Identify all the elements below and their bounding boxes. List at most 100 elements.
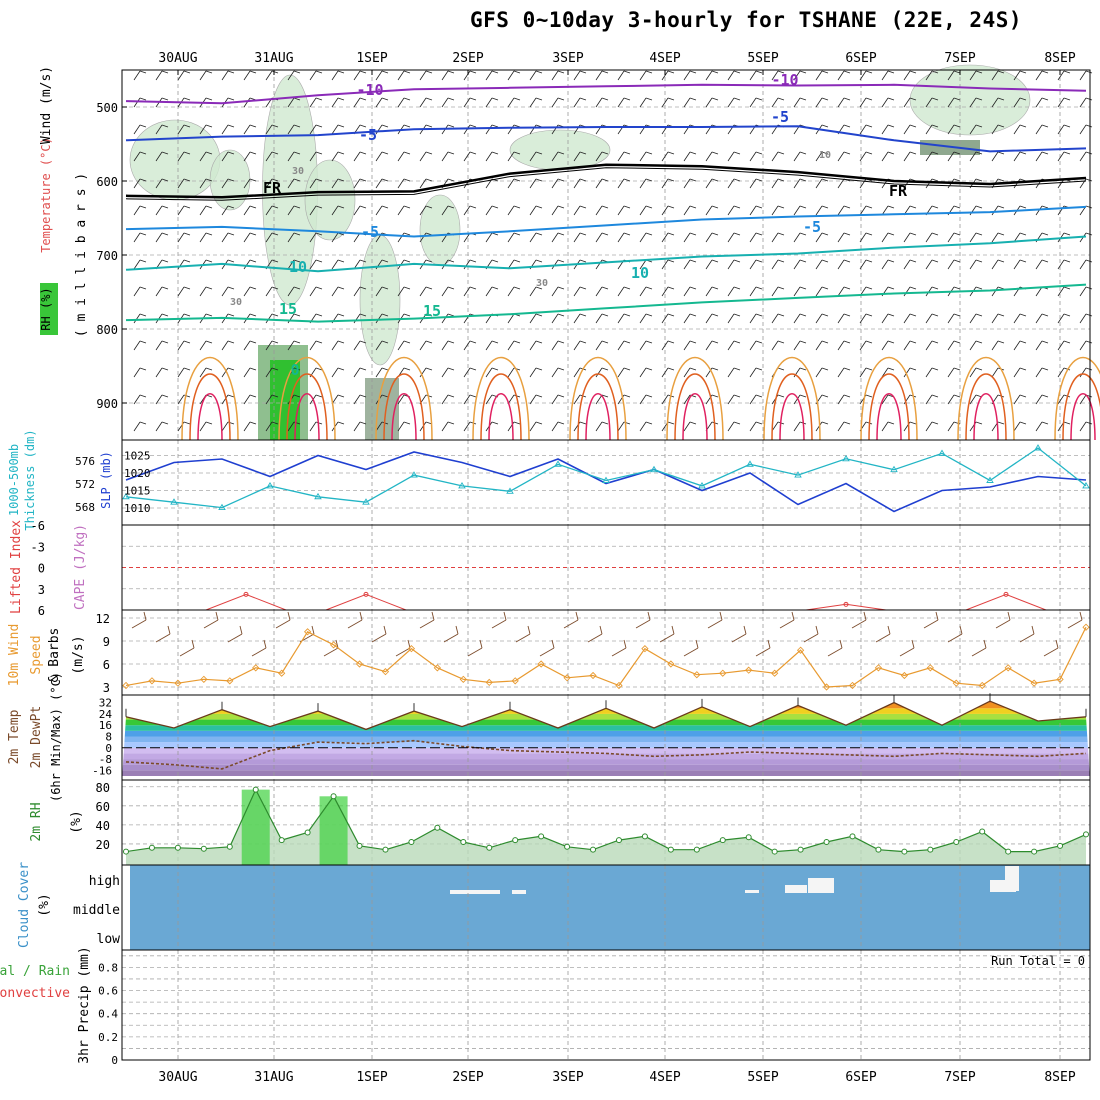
date-tick-top: 2SEP <box>452 51 483 66</box>
wind-barb <box>403 232 411 236</box>
wind-barb <box>887 286 895 290</box>
wind-barb <box>689 340 697 344</box>
wind-barb <box>397 151 405 162</box>
wind-barb <box>991 205 999 216</box>
wind-barb <box>815 97 823 108</box>
rh-marker <box>849 833 856 840</box>
wind-barb <box>661 232 669 243</box>
wind-barb <box>997 421 1005 425</box>
wind-barb <box>271 205 279 209</box>
rh-marker <box>538 833 545 840</box>
wind-barb <box>707 619 723 629</box>
wind-barb <box>133 286 141 297</box>
wind-barb <box>755 205 763 209</box>
wind-barb <box>337 97 345 101</box>
wind-barb <box>909 286 917 290</box>
wind-barb <box>249 286 257 290</box>
rh-marker <box>719 837 726 844</box>
wind-barb <box>953 367 961 371</box>
wind-barb <box>1019 97 1027 101</box>
wind-barb <box>727 97 735 108</box>
wind-barb <box>485 394 493 405</box>
wind-barb <box>309 70 317 81</box>
wind-barb <box>887 625 891 635</box>
wind-barb <box>909 340 917 344</box>
li-tick: 0 <box>38 562 45 576</box>
wind-barb <box>843 313 851 317</box>
wind-barb <box>315 367 323 371</box>
wind-barb <box>331 367 339 378</box>
rh-marker <box>382 846 389 853</box>
wind-barb <box>529 232 537 243</box>
wind-speed-marker <box>355 660 364 668</box>
wind-barb <box>133 178 141 189</box>
wind-barb <box>931 178 939 182</box>
wind-barb <box>859 340 867 351</box>
wind-barb <box>507 232 515 243</box>
wind-barb <box>667 205 675 209</box>
cloud-fill <box>130 865 1090 950</box>
wind-barb <box>843 151 851 155</box>
wind-barb <box>1079 421 1087 432</box>
rh-marker <box>1057 842 1064 849</box>
wind-barb <box>623 232 631 236</box>
wind-barb <box>645 421 653 425</box>
wind-barb <box>381 124 389 128</box>
temp-band <box>122 747 1090 754</box>
wind-barb <box>491 259 499 263</box>
wind-barb <box>821 313 829 317</box>
wind-barb <box>661 394 669 405</box>
wind-barb <box>639 367 647 378</box>
y-tick-label: 600 <box>96 175 118 189</box>
wind-barb <box>953 70 961 74</box>
wind-speed-marker <box>641 645 649 653</box>
wind-barb <box>469 259 477 263</box>
wind-barb <box>727 313 735 324</box>
wind-barb <box>271 232 279 236</box>
wind-barb <box>469 367 477 371</box>
wind-barb <box>463 394 471 405</box>
wind-barb <box>463 367 471 378</box>
wind-barb <box>595 205 603 216</box>
wind-barb <box>557 232 565 236</box>
wind-barb <box>243 124 251 135</box>
wind-barb <box>573 394 581 405</box>
wind-barb <box>859 70 867 81</box>
wind-barb <box>1041 394 1049 398</box>
cloud-unit-label: (%) <box>37 893 52 916</box>
wind-barb <box>133 151 141 162</box>
wind-barb <box>359 394 367 398</box>
wind-barb <box>1063 124 1071 128</box>
wind-barb <box>309 178 317 189</box>
wind-barb <box>689 97 697 101</box>
wind-barb <box>551 367 559 378</box>
wind-barb <box>579 178 587 182</box>
wind-barb <box>155 286 163 297</box>
wind-speed-marker <box>303 628 312 636</box>
wind-barb <box>331 178 339 189</box>
temperature-contour <box>391 393 417 441</box>
wind-barb <box>645 232 653 236</box>
wind-speed-marker <box>537 660 545 668</box>
contour-label: -5 <box>771 108 789 126</box>
wind-barb <box>1041 313 1049 317</box>
wind-barb <box>1035 367 1043 378</box>
wind-barb <box>205 178 213 182</box>
temperature-contour <box>666 357 724 441</box>
wind-barb <box>215 611 219 621</box>
wind-barb <box>529 313 537 324</box>
wind-barb <box>821 97 829 101</box>
wind-barb <box>353 97 361 108</box>
contour-label: 30 <box>536 278 548 289</box>
wind-barb <box>909 70 917 74</box>
wind-barb <box>1041 367 1049 371</box>
temp-band <box>122 764 1090 771</box>
wind-barb <box>909 313 917 317</box>
wind-barb <box>997 232 1005 236</box>
date-tick-bottom: 6SEP <box>845 1070 876 1085</box>
wind-barb <box>563 619 579 629</box>
wind-barb <box>711 286 719 290</box>
wind-barb <box>161 97 169 101</box>
wind-barb <box>491 124 499 128</box>
wind-barb <box>221 367 229 378</box>
